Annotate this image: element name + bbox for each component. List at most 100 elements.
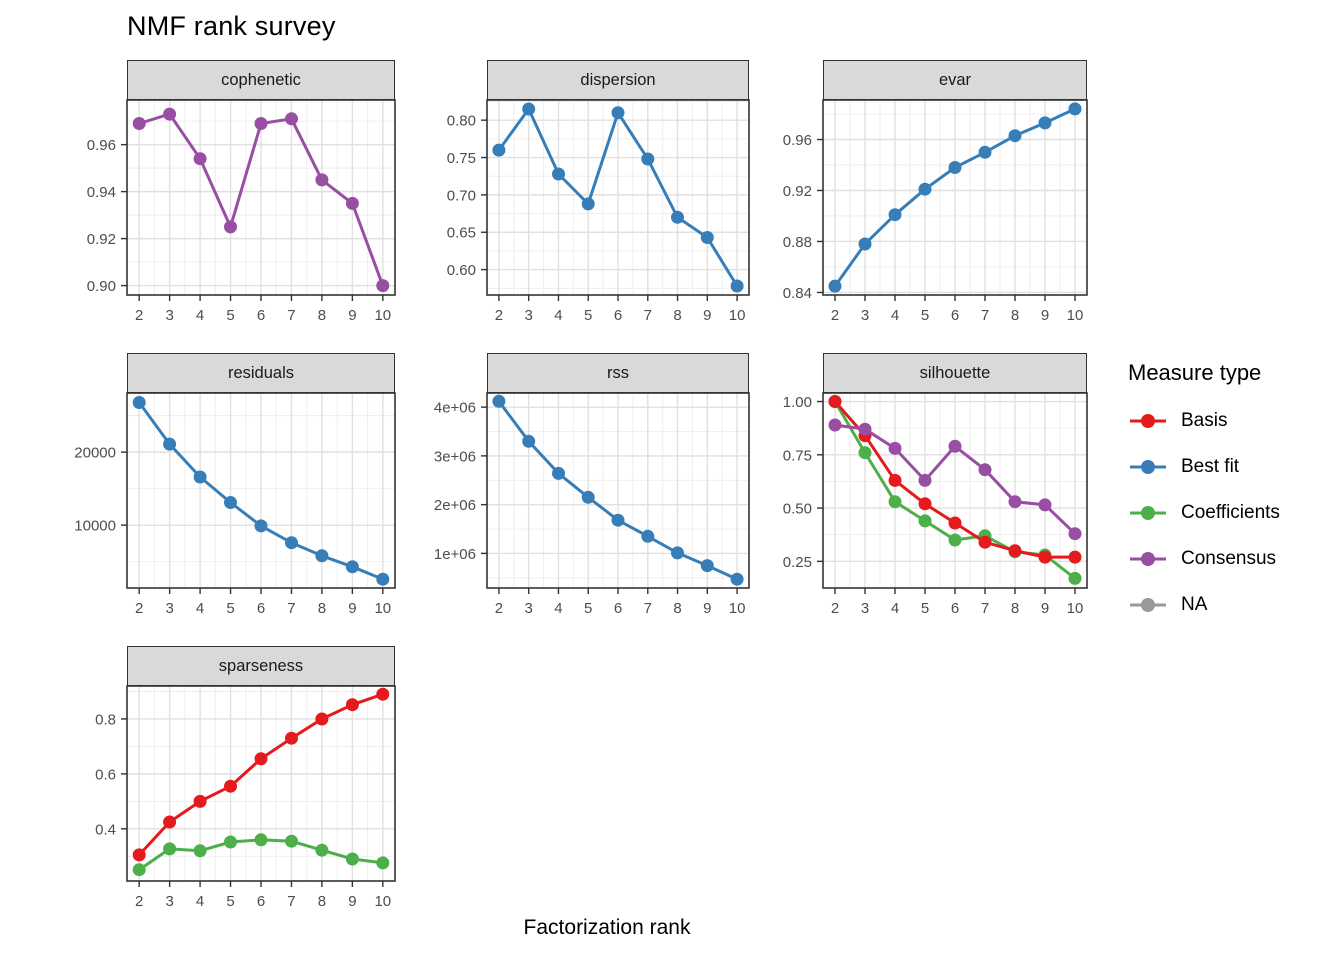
x-tick-label: 7 (981, 600, 989, 617)
y-tick-label: 0.65 (447, 225, 476, 242)
data-point (671, 210, 684, 224)
data-point (285, 112, 298, 126)
y-tick-label: 0.90 (87, 278, 116, 295)
facet-silhouette: silhouette 2 3 4 5 6 7 8 9 10 0.25 0.50 0.75 1.00 (751, 353, 1097, 624)
grid-major (487, 100, 749, 295)
x-tick-label: 7 (644, 600, 652, 617)
x-tick-label: 8 (673, 307, 681, 324)
data-point (1038, 550, 1052, 564)
grid-major (127, 100, 395, 295)
data-point (641, 529, 655, 543)
x-tick-label: 6 (614, 600, 622, 617)
facet-strip-sparseness: sparseness (127, 646, 395, 686)
x-tick-label: 10 (374, 600, 391, 617)
axis-ticks: 2 3 4 5 6 7 8 9 10 0.60 0.65 0.70 0.75 0.80 (447, 113, 746, 324)
y-tick-label: 0.75 (447, 150, 476, 167)
x-tick-label: 3 (861, 600, 869, 617)
series-coefficients (132, 833, 390, 877)
facet-strip-evar: evar (823, 60, 1087, 100)
axis-ticks: 2 3 4 5 6 7 8 9 10 0.90 0.92 0.94 0.96 (87, 137, 391, 324)
facet-evar: evar 2 3 4 5 6 7 8 9 10 0.84 0.88 0.92 0.96 (751, 60, 1097, 331)
legend-item-na: NA (1128, 592, 1344, 618)
legend-item-coefficients: Coefficients (1128, 500, 1344, 526)
data-point (315, 173, 329, 187)
x-tick-label: 6 (257, 600, 265, 617)
facet-strip-label: sparseness (218, 656, 304, 675)
legend-key-basis (1130, 414, 1166, 428)
legend-key-coefficients (1130, 506, 1166, 520)
data-point (828, 279, 842, 293)
data-point (254, 519, 268, 533)
data-point (978, 463, 992, 477)
facet-strip-label: evar (938, 70, 972, 89)
data-point (163, 842, 177, 856)
data-point (552, 466, 565, 480)
x-tick-label: 8 (318, 600, 326, 617)
data-point (376, 856, 390, 870)
y-tick-label: 2e+06 (434, 497, 476, 514)
y-tick-label: 10000 (74, 518, 116, 535)
data-point (581, 490, 595, 504)
data-point (700, 559, 714, 573)
legend-key-consensus (1130, 552, 1166, 566)
x-tick-label: 2 (135, 307, 143, 324)
data-point (948, 161, 962, 174)
legend-item-label: Consensus (1181, 548, 1277, 569)
x-tick-label: 9 (348, 600, 356, 617)
facet-sparseness: sparseness 2 3 4 5 6 7 8 9 10 0.4 0.6 0.8 (55, 646, 405, 917)
legend-item-label: Best fit (1181, 456, 1240, 477)
x-tick-label: 5 (921, 307, 929, 324)
legend-items: Basis Best fit Coefficients Consensus NA (1128, 408, 1344, 618)
data-point (522, 434, 536, 448)
x-tick-label: 10 (374, 307, 391, 324)
series-best-fit (492, 102, 744, 293)
facet-strip-dispersion: dispersion (487, 60, 749, 100)
x-tick-label: 9 (703, 600, 711, 617)
facet-plot-rss: 2 3 4 5 6 7 8 9 10 1e+06 2e+06 3e+06 4e+06 (434, 392, 750, 617)
x-tick-label: 9 (703, 307, 711, 324)
data-point (132, 117, 146, 130)
data-point (492, 394, 506, 408)
data-point (132, 396, 146, 409)
data-point (224, 835, 237, 849)
legend-item-label: NA (1181, 594, 1208, 615)
grid-major (487, 393, 749, 588)
x-tick-label: 7 (644, 307, 652, 324)
x-tick-label: 4 (891, 307, 899, 324)
data-point (581, 197, 595, 211)
data-point (345, 560, 359, 574)
facet-strip-cophenetic: cophenetic (127, 60, 395, 100)
data-point (828, 395, 842, 408)
x-tick-label: 3 (861, 307, 869, 324)
y-tick-label: 0.96 (87, 137, 116, 154)
facet-plot-evar: 2 3 4 5 6 7 8 9 10 0.84 0.88 0.92 0.96 (783, 99, 1088, 324)
x-tick-label: 5 (921, 600, 929, 617)
data-point (345, 196, 359, 210)
facet-strip-rss: rss (487, 353, 749, 393)
series-basis (828, 395, 1082, 564)
y-tick-label: 20000 (74, 445, 116, 462)
y-tick-label: 0.88 (783, 234, 812, 251)
x-tick-label: 3 (165, 600, 173, 617)
data-point (285, 834, 298, 848)
data-point (918, 473, 932, 487)
x-tick-label: 10 (1067, 600, 1084, 617)
facet-plot-cophenetic: 2 3 4 5 6 7 8 9 10 0.90 0.92 0.94 0.96 (87, 99, 396, 324)
series-basis (132, 687, 390, 862)
data-point (193, 794, 207, 808)
facet-plot-silhouette: 2 3 4 5 6 7 8 9 10 0.25 0.50 0.75 1.00 (783, 392, 1088, 617)
x-tick-label: 10 (1067, 307, 1084, 324)
x-tick-label: 6 (951, 600, 959, 617)
axis-ticks: 2 3 4 5 6 7 8 9 10 0.84 0.88 0.92 0.96 (783, 132, 1084, 324)
data-point (163, 437, 177, 451)
x-tick-label: 8 (1011, 600, 1019, 617)
data-point (948, 533, 962, 547)
x-tick-label: 5 (226, 307, 234, 324)
grid-minor (823, 100, 1087, 295)
x-tick-label: 8 (318, 893, 326, 910)
y-tick-label: 0.6 (95, 766, 116, 783)
data-point (163, 815, 177, 829)
x-tick-label: 7 (287, 307, 295, 324)
y-tick-label: 0.96 (783, 132, 812, 149)
x-tick-label: 6 (614, 307, 622, 324)
